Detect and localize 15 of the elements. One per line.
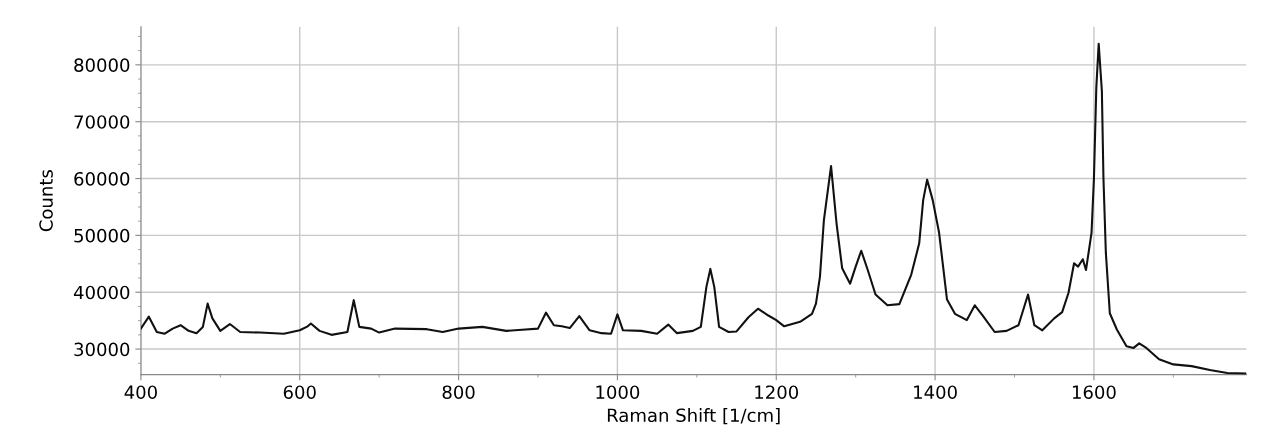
- y-tick-label: 50000: [74, 228, 130, 243]
- y-tick-label: 30000: [74, 342, 130, 357]
- y-tick-label: 70000: [74, 115, 130, 129]
- x-tick-label: 400: [124, 385, 157, 400]
- y-tick-label: 40000: [73, 285, 130, 300]
- x-axis-title: Raman Shift [1/cm]: [607, 408, 780, 425]
- x-tick-label: 1600: [1072, 385, 1116, 400]
- x-tick-label: 1200: [755, 385, 799, 400]
- x-tick-label: 600: [283, 385, 316, 400]
- y-tick-label: 80000: [74, 58, 130, 72]
- x-tick-label: 1400: [914, 385, 957, 400]
- x-tick-label: 1000: [596, 385, 640, 400]
- y-axis-title: Counts: [39, 170, 53, 232]
- y-tick-label: 60000: [74, 171, 130, 186]
- x-tick-label: 800: [442, 385, 475, 400]
